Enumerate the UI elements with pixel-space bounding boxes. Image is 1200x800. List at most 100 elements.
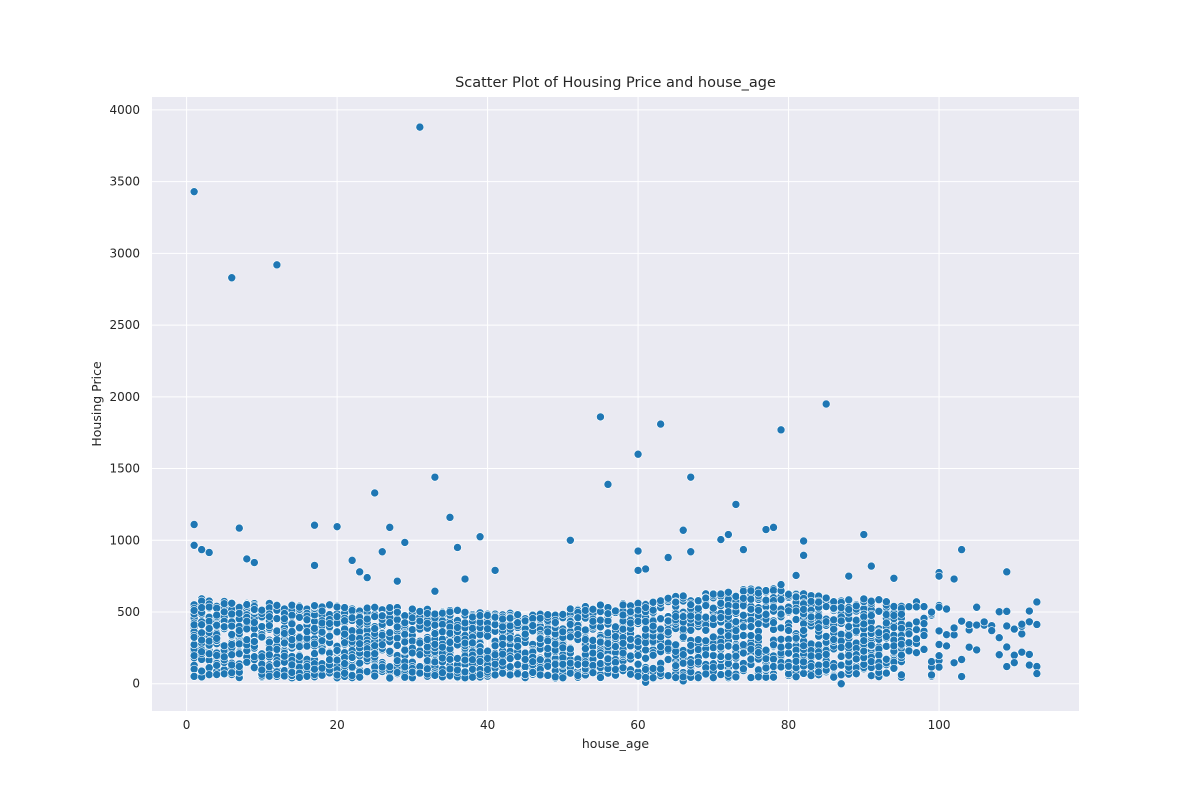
data-point: [212, 620, 222, 630]
data-point: [513, 642, 522, 651]
data-point: [867, 596, 876, 606]
data-point: [618, 624, 628, 634]
chart-title: Scatter Plot of Housing Price and house_…: [455, 75, 776, 91]
data-point: [648, 597, 658, 607]
data-point: [1025, 606, 1034, 616]
data-point: [325, 600, 334, 610]
data-point: [535, 670, 545, 680]
data-point: [400, 637, 410, 647]
data-point: [1017, 629, 1027, 639]
data-point: [844, 640, 854, 650]
data-point: [392, 656, 402, 665]
data-point: [912, 625, 921, 634]
data-point: [212, 670, 222, 679]
data-point: [836, 679, 846, 689]
data-point: [370, 488, 380, 498]
data-point: [814, 651, 823, 661]
data-point: [596, 637, 605, 647]
data-point: [483, 611, 492, 620]
data-point: [468, 672, 477, 682]
data-point: [543, 610, 553, 620]
data-point: [618, 600, 628, 610]
data-point: [791, 571, 801, 580]
data-point: [505, 654, 515, 663]
data-point: [581, 625, 590, 635]
data-point: [972, 602, 981, 612]
data-point: [746, 673, 756, 682]
data-point: [633, 651, 643, 660]
data-point: [716, 598, 726, 608]
data-point: [219, 652, 229, 662]
data-point: [460, 655, 470, 665]
data-point: [693, 657, 703, 667]
data-point: [994, 633, 1004, 643]
data-point: [340, 629, 349, 639]
data-point: [821, 617, 831, 627]
data-point: [453, 543, 462, 552]
data-point: [385, 647, 395, 656]
data-point: [573, 613, 583, 622]
data-point: [912, 602, 921, 612]
data-point: [189, 672, 199, 681]
data-point: [573, 630, 583, 639]
data-point: [814, 612, 823, 621]
data-point: [310, 664, 319, 674]
data-point: [287, 610, 297, 620]
data-point: [776, 662, 786, 672]
data-point: [272, 614, 282, 623]
data-point: [377, 630, 387, 640]
y-tick-label: 2500: [109, 318, 140, 332]
data-point: [686, 625, 696, 635]
data-point: [716, 642, 726, 652]
data-point: [445, 513, 455, 522]
data-point: [964, 620, 974, 629]
data-point: [438, 608, 447, 618]
data-point: [784, 626, 793, 635]
data-point: [295, 652, 304, 661]
data-point: [197, 545, 206, 554]
data-point: [197, 620, 206, 629]
x-tick-label: 20: [329, 718, 344, 732]
data-point: [234, 626, 244, 635]
data-point: [272, 645, 282, 654]
data-point: [618, 638, 628, 648]
data-point: [889, 623, 899, 632]
data-point: [904, 646, 914, 656]
data-point: [355, 658, 364, 668]
data-point: [611, 642, 620, 651]
data-point: [250, 618, 259, 627]
data-point: [362, 649, 372, 659]
data-point: [468, 638, 477, 648]
data-point: [227, 599, 237, 608]
data-point: [806, 662, 816, 671]
data-point: [663, 627, 673, 637]
data-point: [272, 260, 282, 270]
y-tick-label: 4000: [109, 103, 140, 117]
data-point: [430, 586, 440, 596]
data-point: [189, 651, 199, 660]
data-point: [385, 618, 395, 627]
data-point: [490, 641, 500, 651]
y-axis-label: Housing Price: [89, 361, 104, 447]
data-point: [227, 660, 237, 670]
data-point: [242, 600, 252, 609]
data-point: [445, 664, 455, 674]
data-point: [242, 635, 252, 645]
data-point: [656, 642, 665, 651]
data-point: [475, 647, 485, 656]
data-point: [189, 632, 199, 642]
data-point: [498, 614, 507, 624]
data-point: [641, 645, 650, 655]
data-point: [438, 627, 447, 637]
data-point: [739, 610, 748, 620]
data-point: [867, 640, 876, 650]
data-point: [332, 627, 342, 637]
data-point: [912, 648, 921, 657]
data-point: [197, 635, 206, 645]
data-point: [784, 606, 793, 616]
data-point: [310, 520, 319, 530]
data-point: [295, 623, 304, 633]
data-point: [724, 530, 733, 539]
y-tick-label: 500: [117, 605, 140, 619]
data-point: [227, 640, 237, 649]
